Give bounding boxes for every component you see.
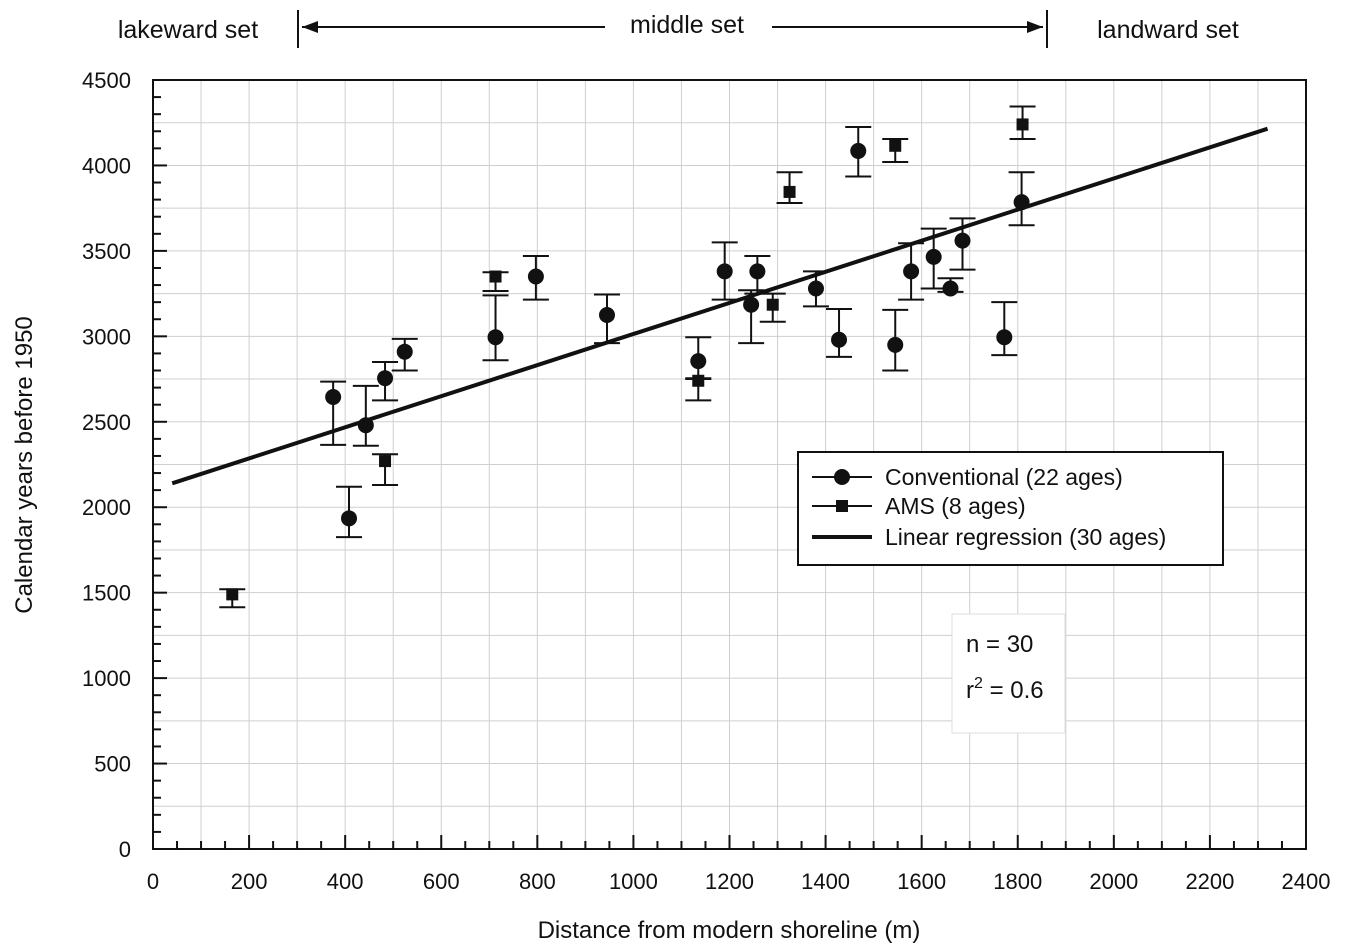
x-tick-label: 200 — [231, 869, 268, 894]
r2-prefix: r — [966, 677, 974, 704]
legend-ams-label: AMS (8 ages) — [885, 493, 1026, 519]
n-label: n = 30 — [966, 631, 1033, 658]
x-tick-label: 1400 — [801, 869, 850, 894]
y-tick-label: 4000 — [82, 153, 131, 178]
x-tick-label: 2200 — [1185, 869, 1234, 894]
x-tick-label: 400 — [327, 869, 364, 894]
ams-point — [1016, 118, 1029, 131]
conventional-point — [527, 268, 544, 285]
r2-label: r2 = 0.6 — [966, 675, 1044, 704]
ams-point — [766, 298, 779, 311]
conventional-point — [325, 388, 342, 405]
conventional-point — [341, 510, 358, 527]
landward-set-label: landward set — [1097, 16, 1239, 44]
y-tick-label: 2500 — [82, 410, 131, 435]
conventional-point — [850, 142, 867, 159]
legend-regression-label: Linear regression (30 ages) — [885, 524, 1166, 550]
set-annotations: lakeward set middle set landward set — [118, 10, 1239, 48]
legend-conventional-marker — [834, 469, 850, 485]
x-tick-label: 2400 — [1282, 869, 1331, 894]
ams-point — [489, 270, 502, 283]
conventional-point — [807, 280, 824, 297]
r2-suffix: = 0.6 — [983, 677, 1044, 704]
middle-set-label: middle set — [630, 11, 744, 39]
middle-set-left-arrowhead — [302, 21, 318, 33]
y-tick-label: 3500 — [82, 239, 131, 264]
x-tick-label: 800 — [519, 869, 556, 894]
legend-box — [797, 451, 1224, 566]
ams-point — [692, 374, 705, 387]
conventional-point — [903, 263, 920, 280]
y-tick-label: 3000 — [82, 324, 131, 349]
conventional-point — [831, 331, 848, 348]
conventional-point — [996, 329, 1013, 346]
x-tick-label: 600 — [423, 869, 460, 894]
legend: Conventional (22 ages) AMS (8 ages) Line… — [797, 451, 1224, 566]
x-tick-label: 0 — [147, 869, 159, 894]
legend-ams-marker — [836, 500, 848, 512]
stats-box-frame — [951, 613, 1066, 734]
conventional-point — [598, 306, 615, 323]
lakeward-set-label: lakeward set — [118, 16, 258, 44]
error-bars — [219, 105, 1036, 609]
conventional-point — [954, 232, 971, 249]
y-axis-title: Calendar years before 1950 — [11, 316, 38, 614]
conventional-point — [396, 343, 413, 360]
conventional-point — [887, 336, 904, 353]
conventional-point — [487, 329, 504, 346]
y-tick-label: 1000 — [82, 666, 131, 691]
y-tick-label: 2000 — [82, 495, 131, 520]
data-markers — [226, 118, 1030, 601]
x-axis-title: Distance from modern shoreline (m) — [538, 917, 921, 944]
conventional-point — [743, 296, 760, 313]
conventional-point — [749, 263, 766, 280]
conventional-point — [716, 263, 733, 280]
stats-box: n = 30 r2 = 0.6 — [951, 613, 1066, 734]
x-tick-label: 2000 — [1089, 869, 1138, 894]
conventional-point — [377, 370, 394, 387]
y-tick-label: 0 — [119, 837, 131, 862]
tick-labels: 0 200 400 600 800 1000 1200 1400 1600 1800 2000 220… — [82, 68, 1330, 894]
y-tick-label: 4500 — [82, 68, 131, 93]
x-tick-label: 1600 — [897, 869, 946, 894]
legend-conventional-label: Conventional (22 ages) — [885, 464, 1123, 490]
r2-superscript: 2 — [974, 675, 983, 692]
conventional-point — [942, 280, 959, 297]
x-tick-label: 1800 — [993, 869, 1042, 894]
y-tick-label: 500 — [94, 752, 131, 777]
regression-line-group — [171, 126, 1269, 486]
conventional-point — [925, 248, 942, 265]
ams-point — [889, 139, 902, 152]
axis-ticks — [152, 79, 1307, 850]
conventional-point — [690, 353, 707, 370]
x-tick-label: 1000 — [609, 869, 658, 894]
conventional-point — [1013, 194, 1030, 211]
y-tick-label: 1500 — [82, 581, 131, 606]
conventional-point — [357, 417, 374, 434]
x-tick-label: 1200 — [705, 869, 754, 894]
ams-point — [226, 588, 239, 601]
ams-point — [379, 455, 392, 468]
middle-set-right-arrowhead — [1027, 21, 1043, 33]
regression-line — [171, 126, 1269, 486]
ams-point — [783, 185, 796, 198]
